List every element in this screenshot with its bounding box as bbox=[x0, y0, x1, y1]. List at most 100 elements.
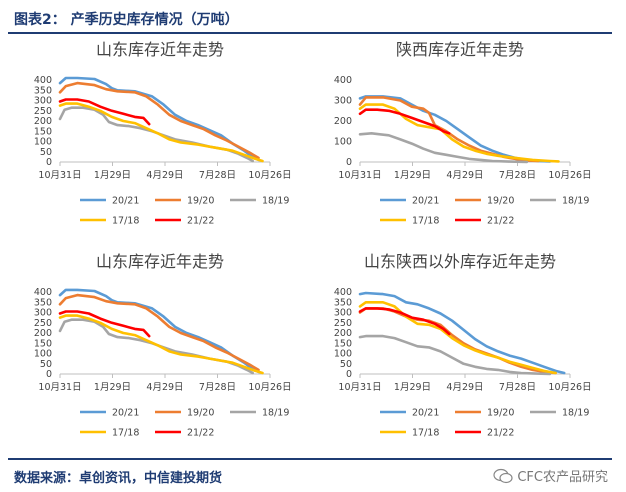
series-line-18-19 bbox=[58, 106, 254, 163]
legend-label: 18/19 bbox=[562, 408, 589, 419]
x-tick-label: 4月29日 bbox=[446, 170, 483, 181]
y-tick-label: 400 bbox=[34, 287, 52, 298]
y-tick-label: 400 bbox=[34, 75, 52, 86]
legend-label: 21/22 bbox=[487, 216, 514, 227]
legend-label: 21/22 bbox=[487, 428, 514, 439]
y-tick-label: 350 bbox=[334, 297, 352, 308]
y-tick-label: 350 bbox=[34, 85, 52, 96]
x-tick-label: 1月29日 bbox=[94, 382, 131, 393]
x-tick-label: 10月31日 bbox=[38, 382, 81, 393]
series-line-17-18 bbox=[58, 102, 264, 163]
legend-label: 19/20 bbox=[487, 196, 514, 207]
x-tick-label: 10月31日 bbox=[338, 382, 381, 393]
x-tick-label: 4月29日 bbox=[446, 382, 483, 393]
y-tick-label: 150 bbox=[334, 338, 352, 349]
series-line-20-21 bbox=[58, 288, 260, 374]
chart-title: 山东库存近年走势 bbox=[96, 252, 224, 271]
legend-label: 19/20 bbox=[487, 408, 514, 419]
y-tick-label: 50 bbox=[340, 359, 352, 370]
watermark-text: CFC农产品研究 bbox=[517, 470, 608, 485]
wechat-icon bbox=[493, 468, 513, 483]
y-tick-label: 0 bbox=[46, 369, 52, 380]
y-tick-label: 100 bbox=[34, 137, 52, 148]
series-line-17-18 bbox=[58, 314, 264, 375]
y-tick-label: 200 bbox=[334, 328, 352, 339]
y-tick-label: 250 bbox=[34, 318, 52, 329]
series-line-21-22 bbox=[358, 307, 451, 336]
series-line-18-19 bbox=[58, 318, 254, 375]
y-tick-label: 250 bbox=[334, 318, 352, 329]
y-tick-label: 100 bbox=[34, 349, 52, 360]
legend-label: 20/21 bbox=[112, 408, 139, 419]
x-tick-label: 10月26日 bbox=[248, 382, 291, 393]
legend-label: 17/18 bbox=[112, 216, 139, 227]
legend-label: 17/18 bbox=[412, 428, 439, 439]
y-tick-label: 50 bbox=[40, 147, 52, 158]
x-tick-label: 4月29日 bbox=[146, 170, 183, 181]
y-tick-label: 150 bbox=[34, 338, 52, 349]
series-line-17-18 bbox=[358, 103, 560, 163]
legend-label: 18/19 bbox=[562, 196, 589, 207]
x-tick-label: 10月31日 bbox=[338, 170, 381, 181]
chart-panel-2: 陕西库存近年走势 0 100 200 300 400 10月31日 1月29日 4月29日 7月2… bbox=[334, 40, 592, 227]
series-line-18-19 bbox=[358, 132, 529, 164]
y-tick-label: 200 bbox=[34, 116, 52, 127]
x-tick-label: 1月29日 bbox=[394, 382, 431, 393]
legend-label: 18/19 bbox=[262, 196, 289, 207]
legend-label: 17/18 bbox=[412, 216, 439, 227]
chart-title: 山东陕西以外库存近年走势 bbox=[364, 252, 556, 271]
legend-label: 19/20 bbox=[187, 196, 214, 207]
x-tick-label: 7月28日 bbox=[499, 170, 536, 181]
series-line-19-20 bbox=[58, 293, 260, 372]
x-tick-label: 4月29日 bbox=[146, 382, 183, 393]
series-line-21-22 bbox=[58, 98, 151, 126]
legend-label: 20/21 bbox=[412, 196, 439, 207]
series-line-17-18 bbox=[358, 301, 557, 375]
y-tick-label: 200 bbox=[334, 116, 352, 127]
x-tick-label: 7月28日 bbox=[199, 382, 236, 393]
y-tick-label: 100 bbox=[334, 137, 352, 148]
y-tick-label: 100 bbox=[334, 349, 352, 360]
x-tick-label: 7月28日 bbox=[499, 382, 536, 393]
y-tick-label: 250 bbox=[34, 106, 52, 117]
y-tick-label: 350 bbox=[34, 297, 52, 308]
x-tick-label: 1月29日 bbox=[94, 170, 131, 181]
x-tick-label: 1月29日 bbox=[394, 170, 431, 181]
y-tick-label: 400 bbox=[334, 287, 352, 298]
legend-label: 17/18 bbox=[112, 428, 139, 439]
y-tick-label: 0 bbox=[46, 157, 52, 168]
chart-title: 陕西库存近年走势 bbox=[396, 40, 524, 59]
watermark: CFC农产品研究 bbox=[493, 466, 608, 485]
x-tick-label: 10月26日 bbox=[248, 170, 291, 181]
legend-label: 19/20 bbox=[187, 408, 214, 419]
series-line-20-21 bbox=[58, 76, 260, 162]
figure-footer: 数据来源：卓创资讯，中信建投期货 CFC农产品研究 bbox=[8, 458, 612, 490]
legend-label: 20/21 bbox=[412, 408, 439, 419]
y-tick-label: 50 bbox=[40, 359, 52, 370]
series-line-18-19 bbox=[358, 334, 552, 376]
figure-title: 图表2： 产季历史库存情况（万吨） bbox=[14, 12, 239, 28]
y-tick-label: 300 bbox=[334, 308, 352, 319]
y-tick-label: 150 bbox=[34, 126, 52, 137]
y-tick-label: 200 bbox=[34, 328, 52, 339]
y-tick-label: 300 bbox=[34, 96, 52, 107]
series-line-20-21 bbox=[358, 291, 566, 375]
y-tick-label: 300 bbox=[334, 96, 352, 107]
data-source: 数据来源：卓创资讯，中信建投期货 bbox=[14, 471, 223, 486]
x-tick-label: 10月26日 bbox=[548, 170, 591, 181]
legend-label: 21/22 bbox=[187, 216, 214, 227]
y-tick-label: 0 bbox=[346, 157, 352, 168]
figure-header: 图表2： 产季历史库存情况（万吨） bbox=[8, 4, 612, 34]
x-tick-label: 10月26日 bbox=[548, 382, 591, 393]
series-line-21-22 bbox=[358, 108, 451, 135]
x-tick-label: 7月28日 bbox=[199, 170, 236, 181]
x-tick-label: 10月31日 bbox=[38, 170, 81, 181]
legend-label: 20/21 bbox=[112, 196, 139, 207]
legend-label: 21/22 bbox=[187, 428, 214, 439]
y-tick-label: 0 bbox=[346, 369, 352, 380]
chart-title: 山东库存近年走势 bbox=[96, 40, 224, 59]
